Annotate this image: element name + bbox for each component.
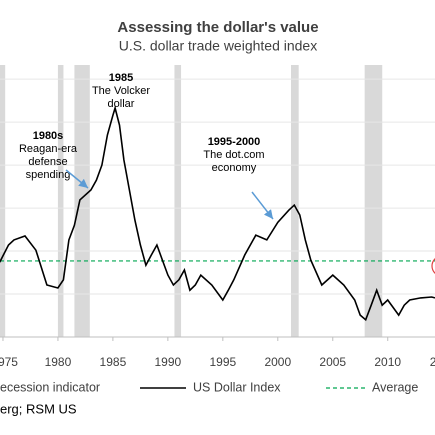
annotation-text: The Volcker [92,85,150,97]
legend-label: ecession indicator [0,380,100,394]
annotation-text: The dot.com [203,149,264,161]
annotation-text: economy [212,162,257,174]
x-tick-label: 1980 [45,355,72,369]
annotation-text: 1985 [109,72,133,84]
annotation-text: 1980s [33,130,64,142]
legend-label: US Dollar Index [193,380,281,394]
recession-band [57,65,64,337]
recession-band [290,65,299,337]
annotation-text: 1995-2000 [208,136,261,148]
annotation-arrow [65,169,89,189]
x-tick-label: 1995 [209,355,236,369]
chart-title: Assessing the dollar's value [117,19,318,36]
x-tick-label: 2000 [264,355,291,369]
x-tick-label: 1985 [100,355,127,369]
annotation-text: Reagan-era [19,143,78,155]
x-tick-label: 2010 [374,355,401,369]
recession-band [74,65,90,337]
chart-subtitle: U.S. dollar trade weighted index [119,38,317,54]
annotation-arrow [251,191,274,220]
recession-band [364,65,383,337]
x-tick-label: 2 [430,355,435,369]
source: erg; RSM US [0,401,77,416]
x-tick-label: 975 [0,355,18,369]
annotation-text: dollar [108,98,135,110]
recession-band [0,65,6,337]
x-tick-label: 2005 [319,355,346,369]
annotation-text: defense [28,156,67,168]
annotation-text: spending [26,169,71,181]
legend-label: Average [372,380,418,394]
x-tick-label: 1990 [155,355,182,369]
dollar-line [0,105,435,322]
recession-band [174,65,182,337]
highlight-circle [431,258,435,274]
